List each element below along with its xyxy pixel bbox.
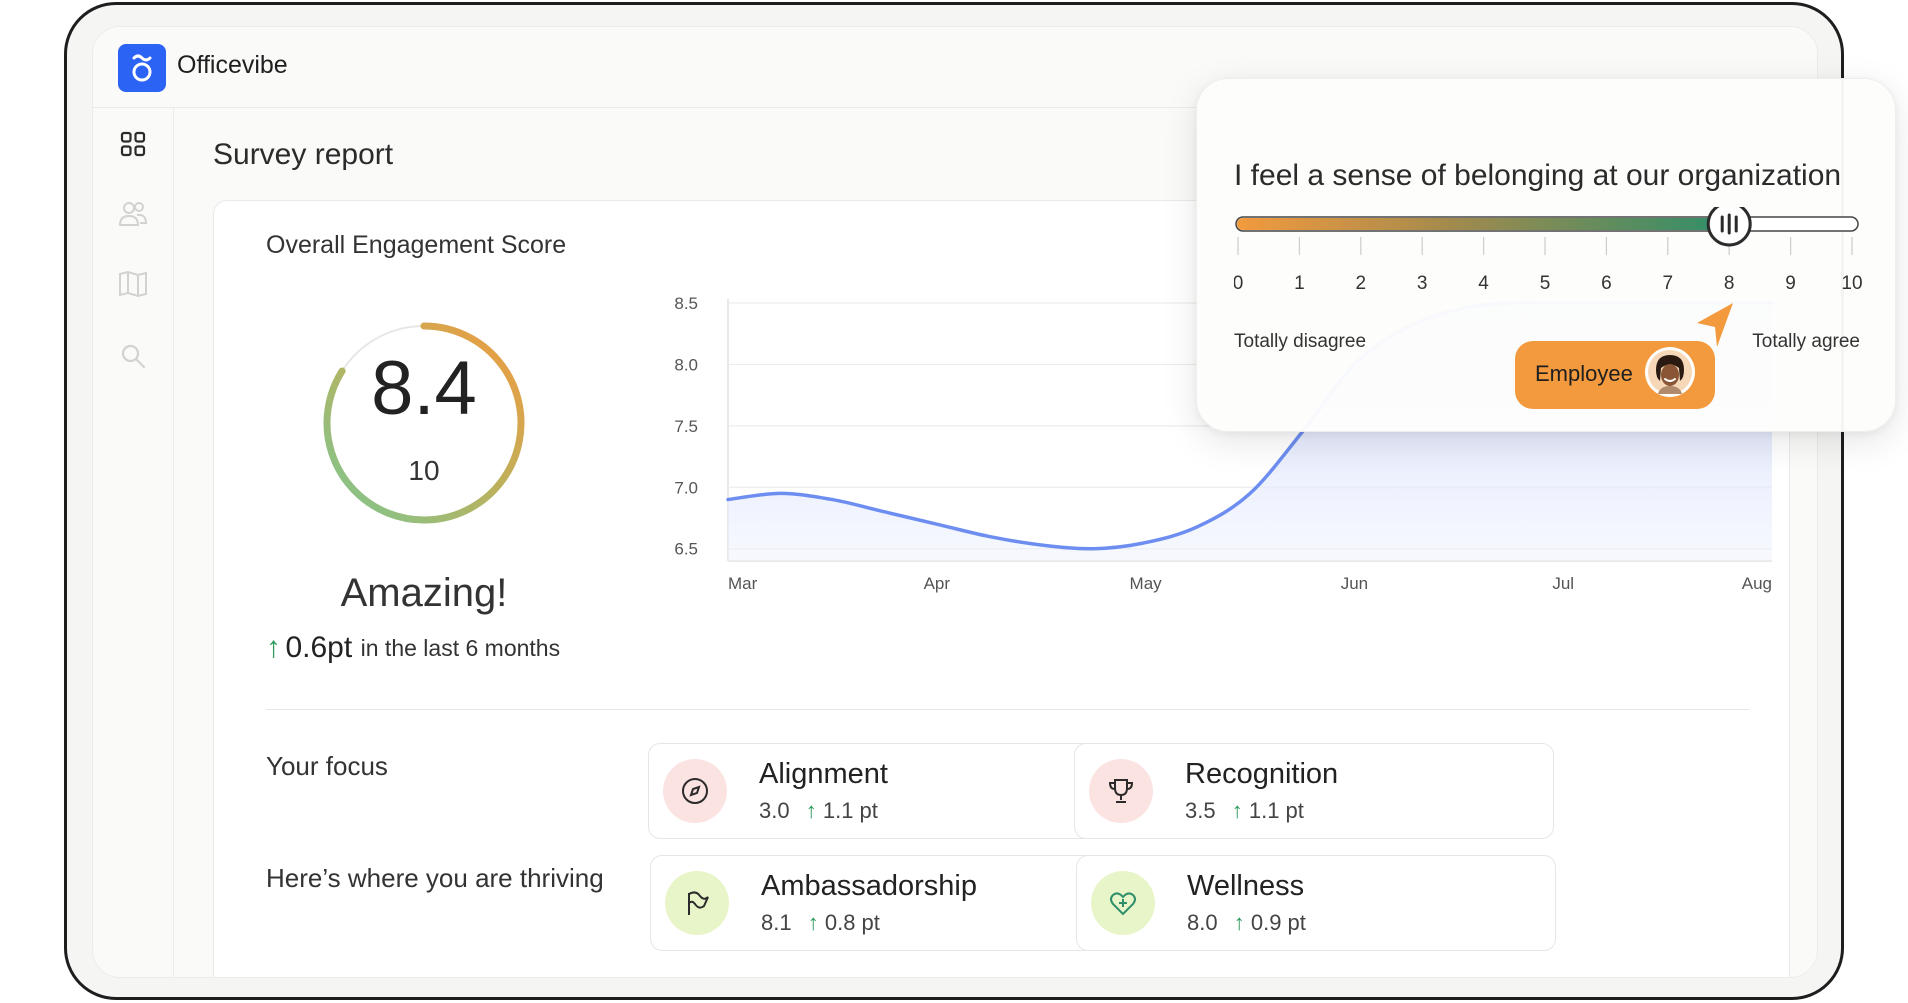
metric-score: 8.0 ↑ 0.9 pt: [1187, 910, 1306, 936]
metric-value: 3.5: [1185, 798, 1216, 823]
slider-scale-label[interactable]: 4: [1478, 273, 1489, 294]
metric-name: Ambassadorship: [761, 870, 977, 902]
respondent-label: Employee: [1535, 361, 1633, 386]
slider-scale-label[interactable]: 2: [1356, 273, 1367, 294]
chart-y-tick-label: 8.0: [674, 355, 698, 374]
chart-y-tick-label: 7.0: [674, 478, 698, 497]
metric-wellness[interactable]: Wellness 8.0 ↑ 0.9 pt: [1076, 855, 1556, 951]
arrow-up-icon: ↑: [805, 798, 817, 823]
grid-icon[interactable]: [117, 128, 149, 160]
section-divider: [266, 709, 1749, 710]
heart-plus-icon: [1091, 871, 1155, 935]
officevibe-logo-icon[interactable]: [118, 44, 166, 92]
score-gauge: [323, 322, 525, 524]
metric-ambassadorship[interactable]: Ambassadorship 8.1 ↑ 0.8 pt: [650, 855, 1130, 951]
chart-x-tick-label: Jul: [1552, 574, 1574, 593]
score-value: 8.4: [371, 346, 477, 431]
metric-name: Wellness: [1187, 870, 1305, 902]
metric-alignment[interactable]: Alignment 3.0 ↑ 1.1 pt: [648, 743, 1128, 839]
metric-delta: 0.9 pt: [1250, 910, 1306, 935]
arrow-up-icon: ↑: [807, 910, 819, 935]
slider-scale-label[interactable]: 5: [1540, 273, 1551, 294]
slider-scale-label[interactable]: 7: [1663, 273, 1674, 294]
chart-x-tick-label: Apr: [924, 574, 951, 593]
slider-scale-label[interactable]: 8: [1724, 273, 1735, 294]
chart-x-tick-label: Aug: [1742, 574, 1772, 593]
page-title: Survey report: [213, 138, 394, 171]
score-verdict: Amazing!: [340, 571, 508, 615]
metric-value: 8.1: [761, 910, 792, 935]
slider-scale-label[interactable]: 10: [1841, 273, 1862, 294]
engagement-title: Overall Engagement Score: [266, 231, 567, 259]
metric-value: 8.0: [1187, 910, 1218, 935]
metric-name: Alignment: [759, 758, 888, 790]
score-trend: ↑ 0.6pt in the last 6 months: [266, 631, 560, 665]
chart-x-tick-label: Mar: [728, 574, 758, 593]
chart-y-tick-label: 8.5: [674, 294, 698, 313]
survey-question: I feel a sense of belonging at our organ…: [1234, 159, 1842, 192]
search-icon[interactable]: [117, 340, 149, 372]
brand-name: Officevibe: [177, 51, 288, 79]
thriving-label: Here’s where you are thriving: [266, 863, 604, 893]
slider-scale-label[interactable]: 1: [1294, 273, 1305, 294]
compass-icon: [663, 759, 727, 823]
sidebar: [93, 108, 174, 977]
scale-min-label: Totally disagree: [1234, 331, 1367, 352]
scale-max-label: Totally agree: [1752, 331, 1860, 352]
score-max: 10: [408, 455, 440, 486]
arrow-up-icon: ↑: [1233, 910, 1245, 935]
respondent-tag: Employee: [1515, 341, 1715, 409]
metric-name: Recognition: [1185, 758, 1339, 790]
trophy-icon: [1089, 759, 1153, 823]
arrow-up-icon: ↑: [1231, 798, 1243, 823]
question-card: I feel a sense of belonging at our organ…: [1196, 78, 1896, 432]
metric-score: 3.5 ↑ 1.1 pt: [1185, 798, 1304, 824]
metric-score: 8.1 ↑ 0.8 pt: [761, 910, 880, 936]
metric-value: 3.0: [759, 798, 790, 823]
metric-score: 3.0 ↑ 1.1 pt: [759, 798, 878, 824]
chart-y-tick-label: 6.5: [674, 540, 698, 559]
focus-label: Your focus: [266, 751, 388, 781]
book-icon[interactable]: [117, 268, 149, 300]
cursor-pointer-icon: [1697, 303, 1733, 347]
arrow-up-icon: ↑: [266, 631, 281, 664]
slider-scale-label[interactable]: 6: [1601, 273, 1612, 294]
metric-delta: 1.1 pt: [1248, 798, 1304, 823]
metric-recognition[interactable]: Recognition 3.5 ↑ 1.1 pt: [1074, 743, 1554, 839]
slider-fill: [1237, 218, 1730, 230]
chart-y-tick-label: 7.5: [674, 417, 698, 436]
flag-icon: [665, 871, 729, 935]
slider-handle[interactable]: [1706, 207, 1752, 247]
slider-scale-label[interactable]: 0: [1234, 273, 1243, 294]
rating-slider[interactable]: 0 1 2 3 4 5 6 7 8 9 10: [1234, 207, 1862, 327]
gauge-track: [341, 325, 425, 372]
gauge-arc: [323, 322, 525, 524]
metric-delta: 1.1 pt: [822, 798, 878, 823]
metric-delta: 0.8 pt: [824, 910, 880, 935]
chart-x-tick-label: May: [1130, 574, 1163, 593]
slider-scale-label[interactable]: 9: [1785, 273, 1796, 294]
chart-x-tick-label: Jun: [1341, 574, 1368, 593]
people-icon[interactable]: [117, 198, 149, 230]
trend-text: in the last 6 months: [360, 634, 561, 661]
slider-scale-label[interactable]: 3: [1417, 273, 1428, 294]
trend-value: 0.6pt: [285, 631, 353, 664]
employee-avatar: [1645, 347, 1695, 397]
